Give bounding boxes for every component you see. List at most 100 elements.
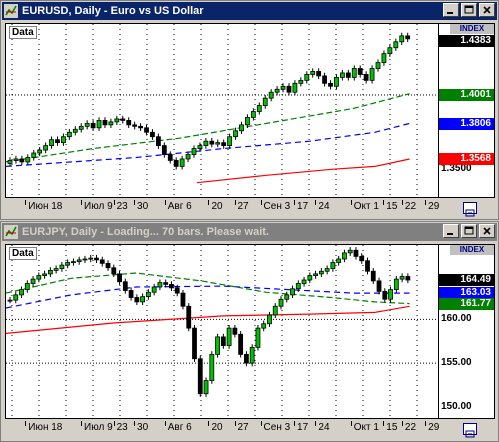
current-price-label: 163.03 [439, 286, 494, 299]
window-titlebar[interactable]: EURUSD, Daily - Euro vs US Dollar [2, 2, 497, 20]
candle [278, 296, 284, 310]
time-tick-label: 22 [401, 421, 417, 433]
eurjpy-chart-window[interactable]: EURJPY, Daily - Loading... 70 bars. Plea… [0, 221, 499, 442]
window-title: EURUSD, Daily - Euro vs US Dollar [22, 5, 204, 17]
candle [76, 256, 82, 265]
candle [71, 258, 76, 266]
time-axis: Июн 18 Июл 9 23 30 Авг 6 20 27 Сен 3 17 24 Окт 1 15… [5, 200, 439, 215]
price-scale[interactable]: INDEX 1.3500 1.4383 1.4001 1.3806 1.3568 [439, 23, 495, 198]
time-tick-label: 17 [293, 421, 309, 433]
time-tick-label: 29 [425, 421, 440, 433]
time-tick-label: 29 [425, 200, 440, 212]
time-tick-label: Авг 6 [164, 421, 192, 433]
data-label: Data [9, 247, 37, 260]
candle [88, 254, 94, 263]
candle [49, 136, 54, 149]
current-price-label: 1.4383 [439, 35, 494, 47]
close-button[interactable] [479, 224, 495, 238]
maximize-button[interactable] [461, 3, 477, 17]
time-tick-label: 15 [383, 421, 398, 433]
candle [313, 270, 318, 279]
time-tick-label: 24 [315, 421, 330, 433]
price-plot-area[interactable]: Data [5, 244, 439, 419]
candle [272, 303, 278, 319]
candle [84, 120, 90, 130]
candle [134, 294, 140, 306]
candle [65, 259, 71, 269]
candle [405, 273, 411, 284]
scale-settings-icon[interactable] [463, 202, 477, 217]
candle [342, 249, 347, 263]
candle [114, 115, 120, 126]
time-tick-label: 20 [208, 200, 223, 212]
scale-tick-label: 160.00 [441, 313, 472, 325]
time-tick-label: 24 [315, 200, 330, 212]
minimize-icon [447, 233, 453, 235]
candle [43, 142, 49, 154]
candle [140, 293, 146, 306]
candle [255, 324, 261, 351]
candle [167, 151, 173, 164]
price-scale[interactable]: INDEX 160.00 155.00 150.00 164.49 163.03 161.… [439, 244, 495, 419]
candle [274, 86, 280, 96]
close-icon [483, 6, 491, 14]
time-tick-label: 23 [113, 421, 128, 433]
candle [261, 320, 267, 332]
moving-average-green [6, 93, 410, 163]
candle [144, 124, 149, 136]
candle [120, 115, 126, 124]
candle [215, 139, 221, 148]
moving-average-red [196, 158, 410, 184]
candle [197, 142, 203, 152]
candle [111, 264, 117, 278]
close-button[interactable] [479, 3, 495, 17]
candle [232, 324, 238, 338]
time-tick-label: 20 [208, 421, 223, 433]
time-tick-label: Июн 18 [25, 421, 63, 433]
time-axis: Июн 18 Июл 9 23 30 Авг 6 20 27 Сен 3 17 24 Окт 1 15… [5, 421, 439, 436]
window-titlebar[interactable]: EURJPY, Daily - Loading... 70 bars. Plea… [2, 223, 497, 241]
time-tick-label: 23 [113, 200, 128, 212]
candle [169, 281, 174, 292]
time-tick-label: Июл 9 [81, 421, 113, 433]
candle [66, 129, 72, 140]
maximize-button[interactable] [461, 224, 477, 238]
minimize-button[interactable] [443, 3, 459, 17]
candle [370, 268, 376, 285]
candle [328, 80, 333, 90]
candle [163, 279, 169, 288]
candle [19, 155, 25, 166]
eurjpy-candlestick-chart [6, 245, 438, 418]
moving-average-red [6, 305, 410, 334]
candle [150, 129, 155, 140]
candle [359, 253, 365, 264]
candle [174, 284, 180, 297]
candle [334, 74, 339, 90]
candle [399, 273, 405, 283]
candle [42, 270, 47, 279]
candle [238, 331, 244, 358]
time-tick-label: 30 [134, 200, 149, 212]
candle [381, 50, 387, 66]
candle [138, 123, 143, 131]
time-tick-label: Сен 3 [260, 200, 291, 212]
maximize-icon [464, 5, 474, 14]
candle [192, 324, 197, 362]
candle [369, 65, 375, 84]
moving-average-green [6, 272, 410, 305]
candle [239, 121, 244, 134]
time-tick-label: Июн 18 [25, 200, 63, 212]
candle [145, 289, 151, 300]
scale-settings-icon[interactable] [463, 423, 477, 438]
time-tick-label: 15 [383, 200, 398, 212]
index-tag: INDEX [450, 24, 494, 34]
price-plot-area[interactable]: Data [5, 23, 439, 198]
candle [318, 268, 324, 278]
minimize-icon [447, 12, 453, 14]
eurusd-chart-window[interactable]: EURUSD, Daily - Euro vs US Dollar Data I… [0, 0, 499, 220]
candle [59, 261, 65, 272]
minimize-button[interactable] [443, 224, 459, 238]
candle [268, 89, 274, 102]
candle [227, 133, 233, 149]
candle [209, 138, 215, 148]
